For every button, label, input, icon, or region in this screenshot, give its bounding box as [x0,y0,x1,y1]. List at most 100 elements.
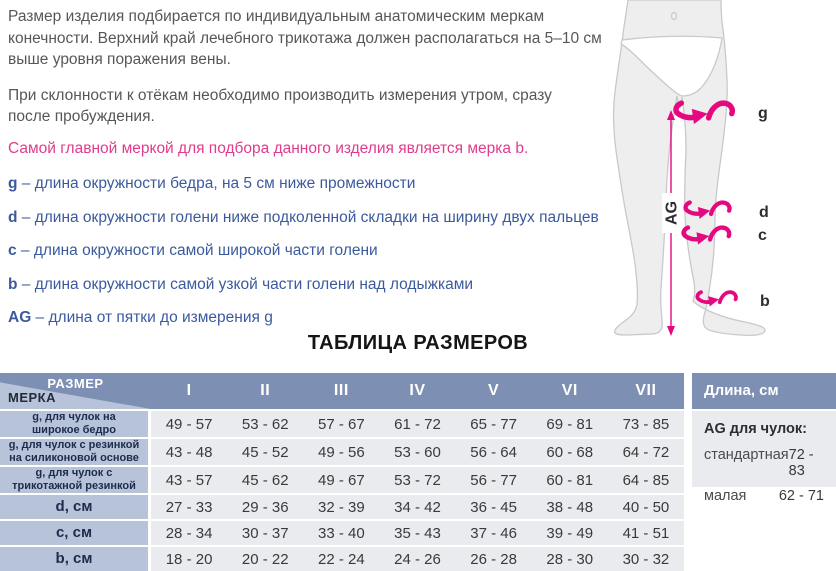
length-row-label: малая [704,488,747,504]
measurement-key: AG [8,309,32,326]
measurement-text: – длина окружности голени ниже подколенн… [17,208,599,226]
b-arrow-label: b [760,293,770,310]
table-cell: 43 - 57 [165,471,213,489]
row-label: d, см [0,495,148,519]
length-panel-header: Длина, см [692,373,836,409]
corner-size-label: РАЗМЕР [47,376,104,391]
table-row: g, для чулок на широкое бедро 49 - 57 53 -… [0,411,684,437]
table-row: g, для чулок с резинкой на силиконовой о… [0,439,684,465]
row-values: 28 - 34 30 - 37 33 - 40 35 - 43 37 - 46 39 - … [151,521,684,545]
size-column-header: I [186,382,192,399]
table-cell: 61 - 72 [394,415,441,433]
corner-measure-label: МЕРКА [8,390,56,405]
row-values: 43 - 57 45 - 62 49 - 67 53 - 72 56 - 77 60 - … [151,467,684,493]
table-cell: 33 - 40 [318,524,365,542]
row-label: g, для чулок на широкое бедро [0,411,148,437]
table-cell: 53 - 62 [241,415,289,433]
measurement-text: – длина окружности самой узкой части гол… [17,275,474,293]
table-row: c, см 28 - 34 30 - 37 33 - 40 35 - 43 37 - 46… [0,521,684,545]
table-cell: 60 - 68 [546,443,594,461]
table-cell: 64 - 72 [622,443,670,461]
table-cell: 36 - 45 [470,498,517,516]
size-table: РАЗМЕР МЕРКА I II III IV V VI VII g, для чулок… [0,373,684,571]
size-column-header: V [488,382,500,399]
length-row-value: 62 - 71 [778,488,824,504]
length-panel: Длина, см AG для чулок: стандартная 72 - … [692,373,836,504]
size-column-header: IV [409,382,426,399]
measurement-key: g [8,175,18,192]
table-cell: 64 - 85 [622,471,670,489]
legs-silhouette [612,0,766,337]
table-cell: 30 - 37 [241,524,289,542]
length-panel-rows: стандартная 72 - 83 малая 62 - 71 [704,447,824,504]
table-cell: 26 - 28 [470,550,517,568]
underwear-shape [620,35,723,97]
intro-paragraph-2: При склонности к отёкам необходимо произ… [8,86,552,126]
table-cell: 45 - 52 [241,443,289,461]
table-cell: 65 - 77 [470,415,517,433]
table-cell: 49 - 67 [318,471,365,489]
leg-diagram: AG g d c b [612,0,770,337]
row-label: b, см [0,547,148,571]
table-cell: 56 - 77 [470,471,517,489]
length-panel-subtitle: AG для чулок: [704,421,807,437]
row-values: 49 - 57 53 - 62 57 - 67 61 - 72 65 - 77 69 - … [151,411,684,437]
table-cell: 27 - 33 [165,498,213,516]
table-cell: 22 - 24 [318,550,365,568]
table-cell: 32 - 39 [318,498,365,516]
size-table-title: ТАБЛИЦА РАЗМЕРОВ [307,332,529,354]
table-cell: 28 - 30 [546,550,594,568]
measurement-text: – длина окружности самой широкой части г… [16,242,378,259]
size-table-body: g, для чулок на широкое бедро 49 - 57 53 -… [0,411,684,571]
measurement-key: b [8,275,18,293]
measurement-definition: d – длина окружности голени ниже подколе… [8,207,628,228]
table-cell: 37 - 46 [470,524,517,542]
table-cell: 38 - 48 [546,498,594,516]
intro-text-block: Размер изделия подбирается по индивидуал… [8,6,628,341]
size-column-header: VI [561,382,578,399]
size-column-headers: I II III IV V VI VII [151,373,684,409]
table-cell: 35 - 43 [394,524,441,542]
intro-paragraph-1: Размер изделия подбирается по индивидуал… [8,8,602,68]
measurement-definition: AG – длина от пятки до измерения g [8,307,628,328]
table-cell: 29 - 36 [241,498,289,516]
measurement-key: d [8,208,18,226]
table-cell: 49 - 57 [165,415,213,433]
table-cell: 53 - 72 [394,471,441,489]
d-arrow-label: d [759,204,769,221]
measurement-definition: b – длина окружности самой узкой части г… [8,274,628,295]
length-row: стандартная 72 - 83 [704,447,824,479]
size-column-header: II [260,382,271,399]
table-cell: 18 - 20 [165,550,213,568]
size-column-header: VII [635,382,657,399]
table-cell: 56 - 64 [470,443,517,461]
table-cell: 28 - 34 [165,524,213,542]
c-arrow-label: c [758,227,767,244]
table-cell: 53 - 60 [394,443,441,461]
length-row: малая 62 - 71 [704,488,824,504]
table-row: d, см 27 - 33 29 - 36 32 - 39 34 - 42 36 - 45… [0,495,684,519]
table-cell: 40 - 50 [622,498,670,516]
row-values: 27 - 33 29 - 36 32 - 39 34 - 42 36 - 45 38 - … [151,495,684,519]
measurement-text: – длина от пятки до измерения g [31,309,273,326]
table-row: g, для чулок с трикотажной резинкой 43 - … [0,467,684,493]
g-arrow-label: g [758,105,768,122]
table-cell: 41 - 51 [622,524,670,542]
table-cell: 69 - 81 [546,415,594,433]
table-row: b, см 18 - 20 20 - 22 22 - 24 24 - 26 26 - 28… [0,547,684,571]
row-values: 43 - 48 45 - 52 49 - 56 53 - 60 56 - 64 60 - … [151,439,684,465]
measurement-key: c [8,242,17,259]
row-label: g, для чулок с трикотажной резинкой [0,467,148,493]
key-measure-note: Самой главной меркой для подбора данного… [8,139,529,157]
table-corner-cell: РАЗМЕР МЕРКА [0,373,151,409]
table-cell: 39 - 49 [546,524,594,542]
length-row-value: 72 - 83 [788,447,814,479]
table-cell: 45 - 62 [241,471,289,489]
size-column-header: III [333,382,349,399]
row-values: 18 - 20 20 - 22 22 - 24 24 - 26 26 - 28 28 - … [151,547,684,571]
row-label: c, см [0,521,148,545]
table-cell: 20 - 22 [241,550,289,568]
table-cell: 24 - 26 [394,550,441,568]
row-label: g, для чулок с резинкой на силиконовой о… [0,439,148,465]
